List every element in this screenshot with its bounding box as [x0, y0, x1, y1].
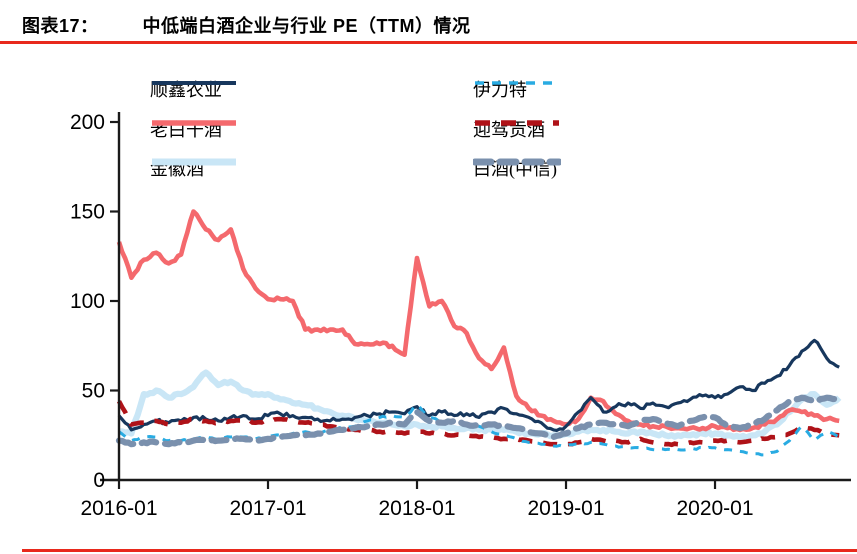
legend-swatch	[475, 81, 559, 85]
x-tick-label: 2019-01	[527, 497, 604, 520]
legend-swatch	[473, 158, 561, 166]
legend-swatch	[152, 158, 236, 166]
legend-item: 白酒(中信)	[473, 156, 561, 180]
figure-header: 图表17： 中低端白酒企业与行业 PE（TTM）情况	[22, 12, 471, 38]
chart-svg: 0 50 100 150 200 2016-01 2017-01 2018-01 2019-01…	[70, 111, 851, 520]
title-underline	[0, 41, 857, 44]
legend-swatch	[475, 119, 559, 126]
figure-label: 图表17：	[22, 16, 99, 36]
series-line	[116, 209, 840, 433]
x-tick-label: 2018-01	[378, 497, 455, 520]
legend-item: 顺鑫农业	[150, 77, 236, 101]
legend-item: 伊力特	[473, 77, 559, 101]
y-tick-label: 200	[70, 111, 105, 134]
series-line	[115, 394, 843, 448]
pe-ttm-chart: 0 50 100 150 200 2016-01 2017-01 2018-01 2019-01…	[0, 50, 857, 520]
y-tick-label: 0	[93, 469, 105, 492]
y-tick-label: 50	[82, 380, 105, 403]
legend-swatch	[152, 119, 236, 126]
series-line	[118, 403, 840, 457]
series-line	[116, 400, 840, 448]
x-tick-label: 2016-01	[80, 497, 157, 520]
x-tick-label: 2020-01	[676, 497, 753, 520]
legend-item: 金徽酒	[150, 156, 236, 180]
series-line	[118, 369, 842, 441]
legend-item: 迎驾贡酒	[473, 117, 559, 141]
legend-swatch	[152, 81, 236, 85]
bottom-rule	[22, 549, 857, 552]
legend-label: 伊力特	[473, 80, 527, 100]
series-line	[117, 338, 840, 432]
y-tick-label: 100	[70, 290, 105, 313]
y-tick-label: 150	[70, 201, 105, 224]
page-title: 中低端白酒企业与行业 PE（TTM）情况	[142, 16, 471, 36]
legend-item: 老白干酒	[150, 117, 236, 141]
x-tick-label: 2017-01	[229, 497, 306, 520]
